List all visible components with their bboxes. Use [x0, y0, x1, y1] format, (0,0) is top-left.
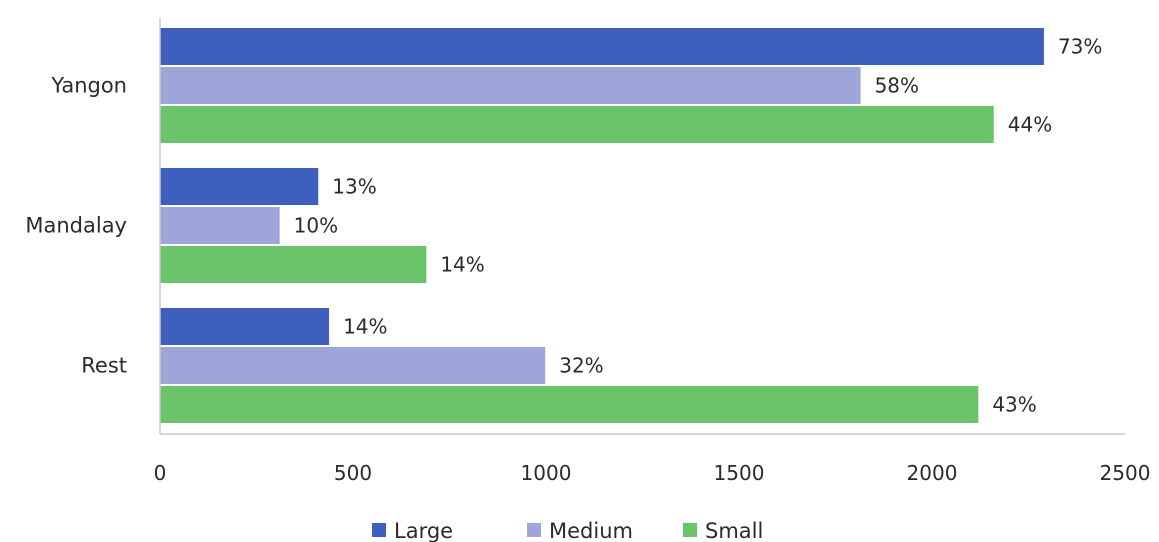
data-label-small-mandalay: 14% — [440, 253, 484, 277]
bars-group — [160, 28, 1044, 423]
bar-large-rest — [160, 308, 330, 345]
category-label-yangon: Yangon — [50, 74, 127, 98]
data-label-medium-yangon: 58% — [875, 74, 919, 98]
legend-swatch-large — [372, 523, 386, 537]
x-tick-label: 1000 — [521, 461, 572, 485]
x-tick-label: 500 — [334, 461, 372, 485]
data-label-small-yangon: 44% — [1008, 113, 1052, 137]
legend-swatch-medium — [527, 523, 541, 537]
bar-small-yangon — [160, 106, 994, 143]
legend: Large Medium Small — [372, 519, 763, 542]
data-label-large-yangon: 73% — [1058, 35, 1102, 59]
x-tick-labels-group: 0 500 1000 1500 2000 2500 — [154, 461, 1151, 485]
legend-swatch-small — [683, 523, 697, 537]
category-label-rest: Rest — [81, 354, 127, 378]
data-label-large-rest: 14% — [343, 315, 387, 339]
bar-small-rest — [160, 386, 979, 423]
x-tick-label: 0 — [154, 461, 167, 485]
data-labels-group: 73% 58% 44% 13% 10% 14% 14% 32% 43% — [294, 35, 1103, 417]
legend-label-small: Small — [705, 519, 763, 542]
x-tick-label: 2000 — [907, 461, 958, 485]
legend-label-large: Large — [394, 519, 453, 542]
bar-large-mandalay — [160, 168, 319, 205]
bar-small-mandalay — [160, 246, 427, 283]
x-tick-label: 2500 — [1100, 461, 1151, 485]
category-labels-group: Yangon Mandalay Rest — [25, 74, 127, 378]
bar-large-yangon — [160, 28, 1044, 65]
data-label-large-mandalay: 13% — [332, 175, 376, 199]
data-label-medium-mandalay: 10% — [294, 214, 338, 238]
bar-medium-rest — [160, 347, 546, 384]
bar-medium-yangon — [160, 67, 861, 104]
data-label-medium-rest: 32% — [559, 354, 603, 378]
x-tick-label: 1500 — [714, 461, 765, 485]
bar-medium-mandalay — [160, 207, 280, 244]
data-label-small-rest: 43% — [992, 393, 1036, 417]
category-label-mandalay: Mandalay — [25, 214, 127, 238]
legend-label-medium: Medium — [549, 519, 633, 542]
